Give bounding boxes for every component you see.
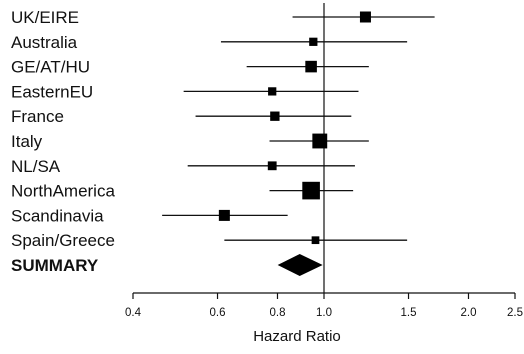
x-axis-title: Hazard Ratio bbox=[253, 328, 341, 345]
point-estimate-easterneu bbox=[268, 87, 277, 96]
row-label-italy: Italy bbox=[11, 132, 43, 151]
x-tick-label: 2.5 bbox=[507, 307, 523, 319]
point-estimate-italy bbox=[312, 133, 328, 149]
row-label-scandinavia: Scandinavia bbox=[11, 206, 104, 225]
row-label-ge-at-hu: GE/AT/HU bbox=[11, 58, 90, 77]
point-estimate-spain-greece bbox=[311, 236, 320, 245]
row-label-france: France bbox=[11, 107, 64, 126]
point-estimate-nl-sa bbox=[267, 161, 277, 171]
x-tick-label: 2.0 bbox=[460, 307, 476, 319]
row-label-spain-greece: Spain/Greece bbox=[11, 231, 115, 250]
row-label-easterneu: EasternEU bbox=[11, 82, 93, 101]
point-estimate-australia bbox=[309, 37, 318, 46]
summary-label: SUMMARY bbox=[11, 256, 99, 275]
row-labels: UK/EIRE Australia GE/AT/HU EasternEU France I… bbox=[11, 8, 115, 275]
point-estimate-scandinavia bbox=[218, 209, 230, 221]
row-label-uk-eire: UK/EIRE bbox=[11, 8, 79, 27]
point-estimate-uk-eire bbox=[359, 11, 371, 23]
point-estimate-ge-at-hu bbox=[305, 60, 317, 73]
point-estimates bbox=[218, 11, 371, 276]
x-tick-label: 0.4 bbox=[125, 307, 142, 319]
x-axis: 0.4 0.6 0.8 1.0 1.5 2.0 2.5 bbox=[125, 292, 523, 319]
point-estimate-northamerica bbox=[302, 181, 320, 200]
row-label-nl-sa: NL/SA bbox=[11, 157, 61, 176]
x-tick-label: 1.5 bbox=[401, 307, 417, 319]
row-label-australia: Australia bbox=[11, 33, 78, 52]
row-label-northamerica: NorthAmerica bbox=[11, 182, 115, 201]
x-tick-label: 0.8 bbox=[269, 307, 285, 319]
x-tick-label: 1.0 bbox=[316, 307, 332, 319]
point-estimate-france bbox=[270, 111, 280, 121]
confidence-intervals bbox=[162, 16, 435, 241]
x-tick-label: 0.6 bbox=[210, 307, 226, 319]
summary-diamond bbox=[277, 254, 323, 276]
